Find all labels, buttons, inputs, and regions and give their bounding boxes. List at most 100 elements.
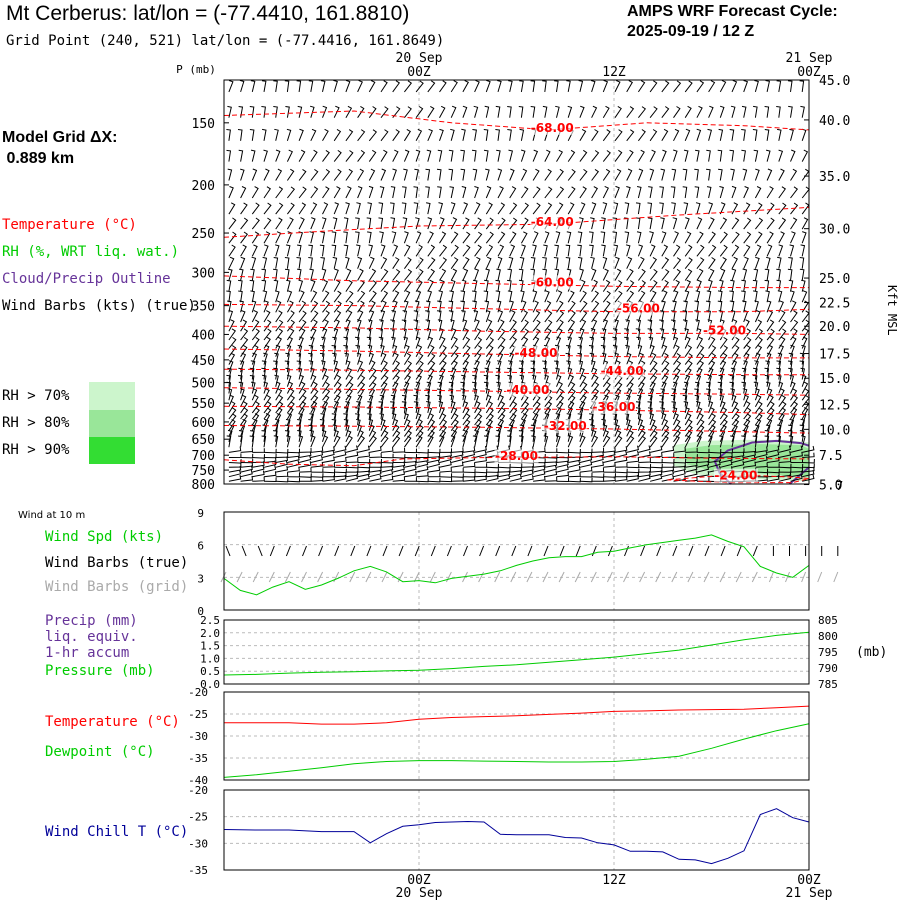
wind-barb bbox=[240, 453, 254, 459]
wind-barb bbox=[240, 394, 247, 407]
wind-barb bbox=[661, 466, 675, 473]
wind-barb bbox=[322, 290, 330, 303]
wind-barb bbox=[708, 105, 714, 118]
wind-barb bbox=[591, 374, 599, 387]
wind-barb bbox=[685, 465, 698, 473]
wind-barb bbox=[275, 407, 283, 420]
wind-barb bbox=[544, 461, 558, 468]
wind-barb bbox=[801, 374, 807, 387]
wind-barb bbox=[275, 401, 284, 414]
wind-barb bbox=[483, 129, 489, 141]
wind-barb bbox=[427, 290, 433, 303]
wind-barb bbox=[472, 388, 478, 401]
wind-barb bbox=[708, 419, 717, 432]
time-label-date-bottom: 21 Sep bbox=[786, 886, 833, 900]
wind-barb bbox=[684, 360, 693, 373]
wind-barb bbox=[439, 345, 447, 357]
wind-barb bbox=[331, 231, 337, 244]
wind-barb bbox=[368, 381, 377, 394]
wind-barb bbox=[801, 128, 807, 141]
wind-barb bbox=[345, 435, 353, 448]
wind-barb bbox=[626, 168, 633, 181]
wind-barb bbox=[240, 465, 253, 473]
wind-barb bbox=[743, 231, 752, 244]
wind-barb bbox=[509, 168, 515, 181]
wind-barb bbox=[333, 319, 340, 332]
wind-barb bbox=[673, 336, 679, 349]
wind-barb bbox=[556, 149, 564, 162]
wind-barb bbox=[368, 375, 377, 388]
wind-barb bbox=[509, 463, 523, 469]
wind-barb bbox=[415, 149, 421, 162]
wind-barb bbox=[765, 290, 770, 303]
wind-barb bbox=[626, 474, 639, 482]
wind-barb bbox=[437, 186, 442, 199]
wind-barb bbox=[684, 336, 691, 349]
wind-barb bbox=[345, 105, 353, 118]
wind-barb bbox=[638, 435, 647, 448]
wind-barb bbox=[649, 256, 658, 269]
wind-barb bbox=[298, 388, 307, 401]
wind-barb bbox=[226, 149, 232, 162]
wind-barb bbox=[439, 448, 452, 453]
wind-barb bbox=[509, 186, 517, 199]
wind-barb bbox=[731, 231, 740, 244]
isotherm-line bbox=[223, 206, 810, 238]
wind-barb bbox=[228, 231, 237, 244]
wind-barb bbox=[567, 395, 576, 407]
wind-barb bbox=[462, 336, 471, 349]
wind-barb bbox=[251, 394, 259, 407]
wind-barb bbox=[486, 471, 499, 478]
wind-barb bbox=[661, 300, 666, 313]
wind-barb bbox=[378, 202, 384, 215]
wind-barb bbox=[520, 310, 529, 323]
wind-barb bbox=[263, 460, 277, 468]
wind-barb bbox=[392, 360, 401, 373]
legend-wind-barbs-grid: Wind Barbs (grid) bbox=[45, 579, 189, 595]
wind-barb bbox=[708, 279, 713, 292]
wind-barb bbox=[392, 454, 406, 459]
wind-barb bbox=[297, 105, 303, 118]
wind-barb bbox=[298, 395, 307, 408]
wind-barb bbox=[415, 231, 422, 244]
wind-barb bbox=[448, 310, 454, 323]
wind-barb bbox=[764, 279, 770, 292]
wind-barb bbox=[451, 461, 464, 468]
wind-barb-true bbox=[495, 545, 501, 557]
pressure-tick-label: 700 bbox=[192, 449, 215, 464]
wind-barb bbox=[451, 455, 464, 463]
wind-barb-grid bbox=[639, 571, 646, 583]
wind-barb bbox=[298, 413, 303, 426]
wind-barb bbox=[322, 128, 329, 142]
wind-barb bbox=[556, 310, 565, 323]
wind-barb bbox=[448, 300, 454, 313]
precip-ytick-label: 2.5 bbox=[200, 614, 220, 627]
wind-barb bbox=[427, 244, 436, 257]
wind-barb bbox=[485, 268, 490, 281]
wind-barb bbox=[566, 345, 571, 357]
wind-barb bbox=[719, 279, 724, 292]
wind-barb-true bbox=[285, 545, 291, 557]
wind-barb bbox=[521, 475, 534, 482]
wind-barb bbox=[331, 345, 337, 357]
wind-barb bbox=[462, 256, 470, 269]
precip-ytick-label: 1.0 bbox=[200, 652, 220, 665]
wind-barb bbox=[755, 450, 768, 458]
wind-barb bbox=[392, 106, 401, 119]
wind-barb bbox=[730, 279, 735, 292]
wind-barb bbox=[357, 79, 363, 93]
wind-barb bbox=[755, 455, 768, 463]
wind-barb bbox=[474, 424, 481, 437]
wind-barb bbox=[240, 475, 254, 482]
wind-barb bbox=[764, 367, 770, 380]
wind-barb bbox=[380, 168, 387, 181]
wind-barb bbox=[801, 186, 810, 199]
wind-barb bbox=[369, 452, 382, 458]
wind-barb bbox=[787, 80, 793, 92]
wind-barb bbox=[415, 290, 422, 303]
wind-barb bbox=[614, 280, 623, 292]
wind-barb bbox=[332, 256, 338, 269]
wind-barb bbox=[357, 429, 364, 443]
wind-barb bbox=[801, 336, 808, 349]
wind-barb-grid bbox=[510, 571, 517, 583]
